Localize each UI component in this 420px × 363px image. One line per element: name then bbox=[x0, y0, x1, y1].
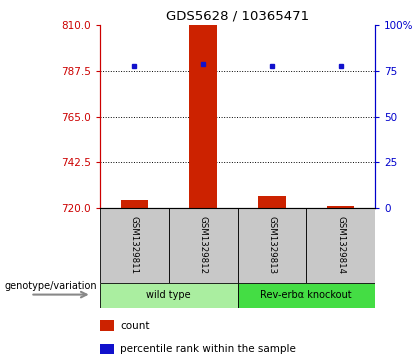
Bar bbox=[327, 206, 354, 208]
Text: genotype/variation: genotype/variation bbox=[4, 281, 97, 291]
Text: GSM1329813: GSM1329813 bbox=[268, 216, 276, 274]
Title: GDS5628 / 10365471: GDS5628 / 10365471 bbox=[166, 10, 309, 23]
Bar bbox=[237, 208, 306, 283]
Bar bbox=[189, 25, 217, 208]
Text: GSM1329814: GSM1329814 bbox=[336, 216, 345, 274]
Text: GSM1329811: GSM1329811 bbox=[130, 216, 139, 274]
Bar bbox=[100, 344, 114, 354]
Bar bbox=[306, 208, 375, 283]
Text: wild type: wild type bbox=[147, 290, 191, 301]
Bar bbox=[100, 283, 237, 308]
Bar bbox=[169, 208, 237, 283]
Bar bbox=[100, 321, 114, 331]
Bar bbox=[121, 200, 148, 208]
Bar bbox=[258, 196, 286, 208]
Bar bbox=[100, 208, 169, 283]
Text: Rev-erbα knockout: Rev-erbα knockout bbox=[260, 290, 352, 301]
Text: percentile rank within the sample: percentile rank within the sample bbox=[120, 344, 296, 354]
Text: count: count bbox=[120, 321, 150, 331]
Text: GSM1329812: GSM1329812 bbox=[199, 216, 207, 274]
Bar bbox=[237, 283, 375, 308]
